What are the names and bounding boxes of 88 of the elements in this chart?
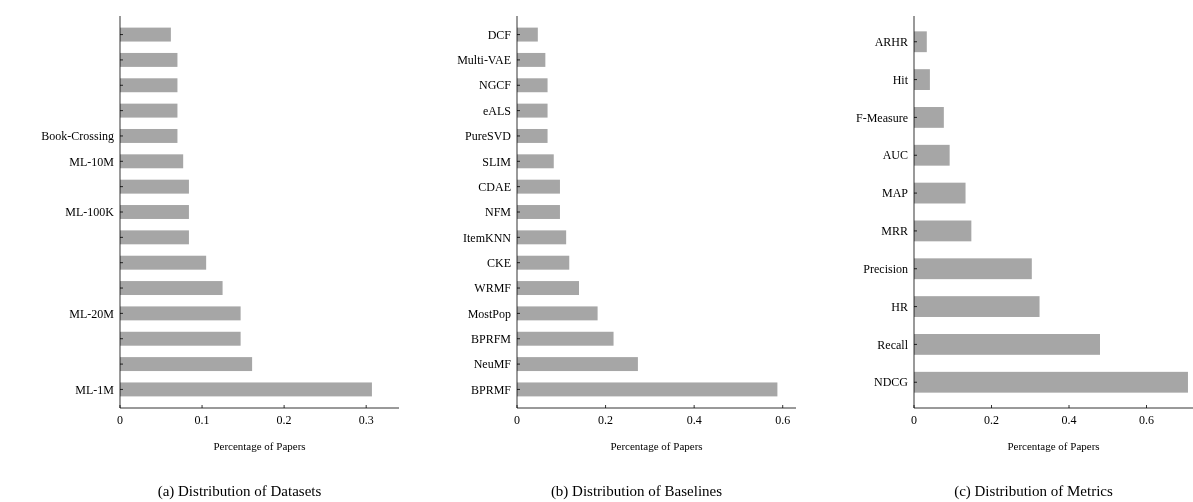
bar [120, 357, 253, 372]
bar [517, 154, 554, 169]
x-axis-title: Percentage of Papers [213, 440, 306, 452]
bar [517, 103, 548, 118]
x-tick-label: 0 [911, 413, 917, 427]
y-tick-label: DCF [487, 27, 512, 42]
bar [517, 331, 614, 346]
bar [120, 27, 171, 42]
bar [914, 220, 972, 242]
y-tick-label: NDCG [873, 375, 909, 390]
bar [120, 331, 241, 346]
y-tick-label: Recall [877, 337, 909, 352]
x-tick-label: 0.4 [686, 413, 702, 427]
text: (b) Distribution of Baselines [550, 483, 723, 500]
bar [914, 296, 1040, 317]
y-tick-label: BPRFM [470, 331, 512, 346]
x-tick-label: 0.6 [1139, 413, 1154, 427]
bar [517, 179, 560, 194]
y-tick-label: ML-1M [75, 382, 115, 397]
y-tick-label: SLIM [482, 154, 512, 169]
y-tick-label: WRMF [474, 281, 512, 296]
x-tick-label: 0 [514, 413, 520, 427]
x-tick-label: 0.3 [358, 413, 374, 427]
y-tick-label: Book-Crossing [41, 129, 114, 144]
x-tick-label: 0.2 [276, 413, 292, 427]
x-tick-label: 0.4 [1061, 413, 1077, 427]
y-tick-label: NeuMF [473, 357, 512, 372]
bar [517, 52, 546, 67]
bar [914, 371, 1188, 393]
bar [517, 230, 567, 245]
bar [120, 128, 178, 143]
y-tick-label: MRR [881, 224, 908, 239]
bar [914, 31, 927, 53]
x-tick-label: 0.1 [194, 413, 210, 427]
bar [517, 357, 638, 372]
bar [517, 27, 538, 42]
bar [120, 78, 178, 93]
bar [517, 306, 598, 321]
x-axis-title: Percentage of Papers [1007, 440, 1100, 452]
y-tick-label: ML-20M [69, 306, 115, 321]
bar [517, 128, 548, 143]
y-tick-label: HR [891, 299, 908, 314]
x-tick-label: 0.2 [984, 413, 999, 427]
y-tick-label: NGCF [478, 78, 512, 93]
x-tick-label: 0.6 [775, 413, 791, 427]
y-tick-label: MAP [881, 186, 909, 201]
y-tick-label: F-Measure [856, 110, 908, 125]
y-tick-label: CKE [487, 255, 511, 270]
y-tick-label: Hit [892, 72, 909, 87]
bar [517, 255, 570, 270]
bar [120, 306, 241, 321]
text: (a) Distribution of Datasets [157, 483, 322, 500]
bar [914, 144, 950, 166]
y-tick-label: ML-10M [69, 154, 115, 169]
bar [120, 154, 184, 169]
y-tick-label: MostPop [467, 306, 511, 321]
y-tick-label: ARHR [874, 34, 908, 49]
bar [517, 281, 579, 296]
x-axis-title: Percentage of Papers [610, 440, 703, 452]
bar [120, 179, 189, 194]
bar [517, 205, 560, 219]
y-tick-label: eALS [483, 103, 511, 118]
y-tick-label: BPRMF [470, 382, 512, 397]
bar [914, 182, 966, 204]
bar [120, 281, 223, 296]
y-tick-label: CDAE [478, 179, 511, 194]
y-tick-label: ML-100K [65, 205, 115, 220]
bar [914, 258, 1032, 280]
y-tick-label: Precision [863, 261, 908, 276]
bar [120, 382, 372, 397]
bar [914, 69, 930, 90]
y-tick-label: NFM [484, 205, 512, 220]
y-tick-label: ItemKNN [463, 230, 512, 245]
text: (c) Distribution of Metrics [954, 483, 1114, 500]
bar [914, 107, 944, 128]
y-tick-label: AUC [882, 148, 908, 163]
bar [517, 382, 778, 397]
bar [517, 78, 548, 93]
bar [120, 205, 189, 219]
x-tick-label: 0 [117, 413, 123, 427]
x-tick-label: 0.2 [598, 413, 614, 427]
y-tick-label: Multi-VAE [457, 53, 511, 68]
bar [120, 230, 189, 245]
bar [120, 52, 178, 67]
y-tick-label: PureSVD [464, 129, 512, 144]
bar [120, 103, 178, 118]
bar [120, 255, 207, 270]
bar [914, 334, 1100, 355]
